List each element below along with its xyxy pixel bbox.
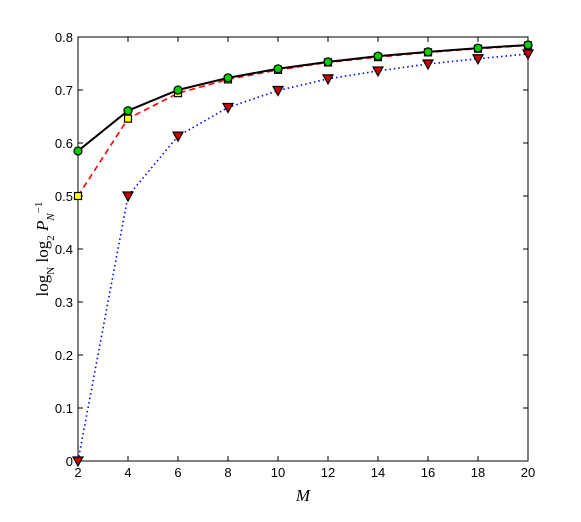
x-tick-label: 14 [371, 465, 385, 480]
marker [471, 54, 485, 65]
marker [373, 51, 383, 61]
y-axis-label-part: N [45, 267, 57, 275]
marker [423, 47, 433, 57]
x-tick-label: 12 [321, 465, 335, 480]
marker [523, 40, 533, 50]
y-axis-label-part: P [33, 221, 52, 236]
marker [273, 64, 283, 74]
y-axis-label-part: N [45, 213, 57, 222]
marker [73, 191, 83, 201]
x-tick-label: 4 [124, 465, 131, 480]
x-tick-label: 8 [224, 465, 231, 480]
marker [271, 85, 285, 97]
marker [121, 191, 135, 203]
y-axis-label-part: log [33, 274, 52, 296]
x-tick-label: 20 [521, 465, 535, 480]
y-tick-label: 0.5 [55, 189, 73, 204]
x-tick-label: 18 [471, 465, 485, 480]
marker [521, 49, 535, 61]
y-axis-label: logN log2 PN−1 [33, 202, 57, 297]
marker [173, 85, 183, 95]
series-line [77, 53, 529, 462]
marker [473, 43, 483, 53]
series-line [77, 43, 529, 152]
marker [221, 102, 235, 114]
y-tick-label: 0.8 [55, 30, 73, 45]
y-axis-label-part: −1 [33, 202, 45, 214]
marker [321, 74, 335, 86]
marker [73, 146, 83, 156]
x-axis-label: M [295, 486, 311, 505]
marker [123, 106, 133, 116]
y-tick-label: 0.1 [55, 401, 73, 416]
x-tick-label: 2 [74, 465, 81, 480]
x-tick-label: 6 [174, 465, 181, 480]
series-line [77, 44, 529, 197]
marker [421, 59, 435, 71]
y-axis-label-part: log [33, 240, 52, 266]
y-tick-label: 0.7 [55, 83, 73, 98]
y-tick-label: 0 [66, 454, 73, 469]
x-tick-label: 10 [271, 465, 285, 480]
marker [123, 114, 133, 123]
marker [371, 66, 385, 78]
marker [71, 456, 85, 468]
y-axis-label-part: 2 [45, 235, 57, 241]
marker [171, 131, 185, 143]
y-tick-label: 0.4 [55, 242, 73, 257]
y-tick-label: 0.6 [55, 136, 73, 151]
marker [223, 73, 233, 83]
marker [323, 57, 333, 67]
y-tick-label: 0.3 [55, 295, 73, 310]
y-tick-label: 0.2 [55, 348, 73, 363]
x-tick-label: 16 [421, 465, 435, 480]
